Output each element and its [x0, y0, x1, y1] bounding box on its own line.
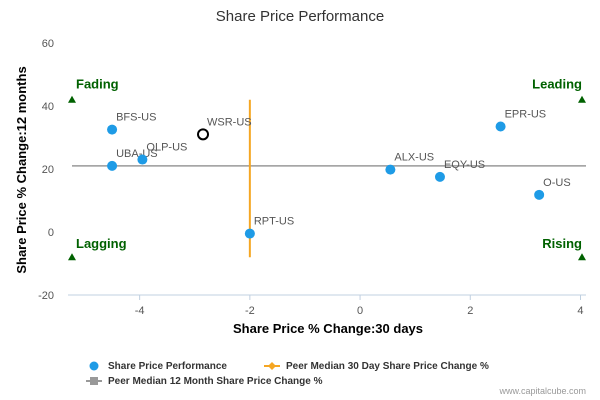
- data-point: [107, 124, 118, 135]
- x-tick-label: 0: [357, 305, 363, 317]
- credit-text: www.capitalcube.com: [499, 386, 586, 396]
- point-label: BFS-US: [116, 112, 156, 124]
- quadrant-marker-top-right: [578, 95, 586, 103]
- data-point: [434, 171, 445, 182]
- legend-marker-line-diamond-icon: [264, 362, 280, 370]
- quadrant-label-top-right: Leading: [532, 77, 582, 92]
- point-label: EQY-US: [444, 159, 485, 171]
- y-tick-label: -20: [38, 290, 54, 302]
- legend-label: Share Price Performance: [108, 360, 227, 372]
- legend-marker-circle-icon: [89, 361, 99, 371]
- y-axis-title: Share Price % Change:12 months: [14, 66, 29, 273]
- y-tick-label: 20: [42, 164, 54, 176]
- quadrant-label-bottom-right: Rising: [542, 236, 582, 251]
- point-label: RPT-US: [254, 216, 294, 228]
- point-label: ALX-US: [394, 152, 434, 164]
- data-point: [495, 121, 506, 132]
- y-tick-label: 40: [42, 101, 54, 113]
- y-tick-label: 0: [48, 227, 54, 239]
- x-tick-label: 2: [467, 305, 473, 317]
- y-tick-label: 60: [42, 38, 54, 50]
- legend-item-peer-30d[interactable]: Peer Median 30 Day Share Price Change %: [264, 360, 489, 372]
- quadrant-label-bottom-left: Lagging: [76, 236, 127, 251]
- legend-item-share-price[interactable]: Share Price Performance: [86, 360, 227, 372]
- point-label: O-US: [543, 177, 571, 189]
- data-point: [244, 228, 255, 239]
- point-label: UBA-US: [116, 148, 158, 160]
- x-tick-label: -4: [135, 305, 145, 317]
- point-label: EPR-US: [505, 108, 547, 120]
- data-point: [137, 154, 148, 165]
- point-label: WSR-US: [207, 116, 252, 128]
- quadrant-label-top-left: Fading: [76, 77, 119, 92]
- x-tick-label: 4: [577, 305, 583, 317]
- quadrant-marker-top-left: [68, 95, 76, 103]
- legend-label: Peer Median 12 Month Share Price Change …: [108, 375, 323, 387]
- highlight-point: [197, 128, 210, 141]
- legend-item-peer-12m[interactable]: Peer Median 12 Month Share Price Change …: [86, 375, 323, 387]
- x-tick-label: -2: [245, 305, 255, 317]
- quadrant-marker-bottom-left: [68, 253, 76, 261]
- data-point: [534, 189, 545, 200]
- legend-label: Peer Median 30 Day Share Price Change %: [286, 360, 489, 372]
- data-point: [107, 160, 118, 171]
- x-axis-title: Share Price % Change:30 days: [233, 321, 423, 336]
- quadrant-labels: Fading Leading Lagging Rising: [68, 77, 586, 261]
- point-label: OLP-US: [146, 142, 187, 154]
- data-point: [385, 164, 396, 175]
- quadrant-marker-bottom-right: [578, 253, 586, 261]
- legend-marker-line-square-icon: [86, 377, 102, 385]
- chart-title: Share Price Performance: [216, 8, 384, 25]
